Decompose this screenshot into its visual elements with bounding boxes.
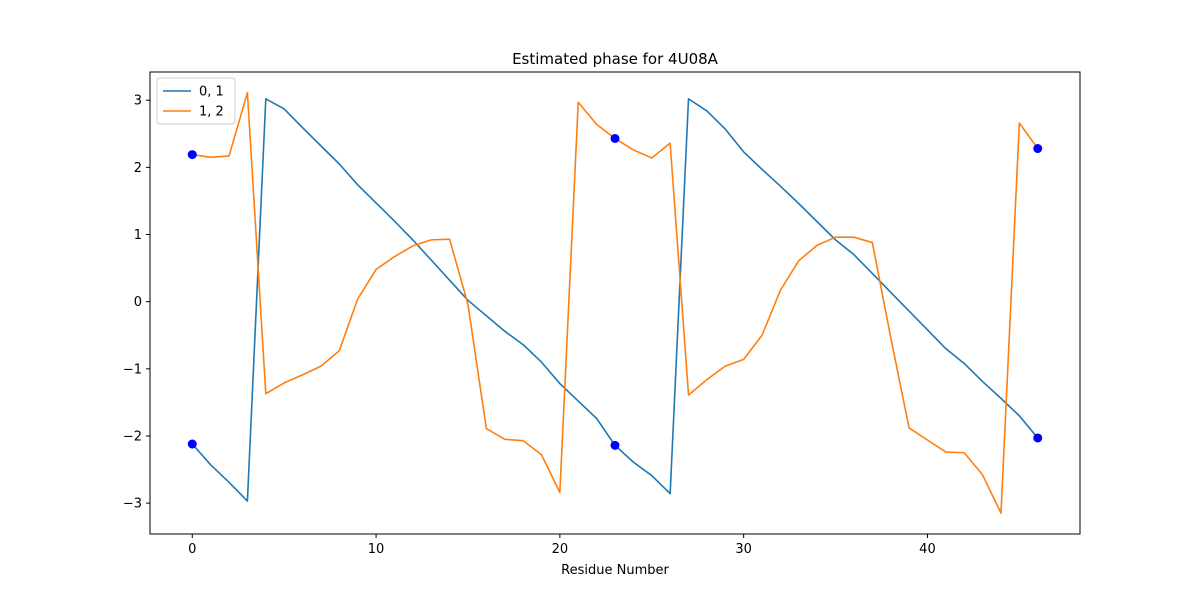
x-tick-label: 0 — [188, 542, 196, 557]
plot-frame — [149, 71, 1081, 535]
y-tick-label: −2 — [123, 429, 142, 444]
x-tick-label: 10 — [368, 542, 385, 557]
y-tick-label: 1 — [134, 228, 142, 243]
highlight-marker-3 — [610, 440, 620, 450]
x-tick-label: 40 — [919, 542, 936, 557]
highlight-marker-1 — [187, 439, 197, 449]
x-tick-label: 20 — [552, 542, 569, 557]
legend-label-2: 1, 2 — [199, 105, 224, 120]
legend-box — [156, 77, 236, 125]
legend-label-1: 0, 1 — [199, 85, 224, 100]
x-tick-label: 30 — [735, 542, 752, 557]
highlight-marker-2 — [187, 150, 197, 160]
marker-layer — [187, 133, 1043, 450]
y-tick-label: 0 — [134, 295, 142, 310]
y-tick-label: −3 — [123, 497, 142, 512]
y-tick-label: −1 — [123, 362, 142, 377]
chart-title: Estimated phase for 4U08A — [512, 50, 719, 68]
highlight-marker-6 — [1033, 144, 1043, 154]
y-axis: −3 −2 −1 0 1 2 3 — [123, 94, 150, 512]
highlight-marker-5 — [1033, 433, 1043, 443]
y-tick-label: 3 — [134, 94, 142, 109]
x-axis-label: Residue Number — [561, 563, 669, 578]
highlight-marker-4 — [610, 133, 620, 143]
y-tick-label: 2 — [134, 161, 142, 176]
plot-area — [149, 71, 1081, 535]
x-axis: 0 10 20 30 40 — [188, 534, 936, 557]
legend: 0, 1 1, 2 — [156, 77, 236, 125]
